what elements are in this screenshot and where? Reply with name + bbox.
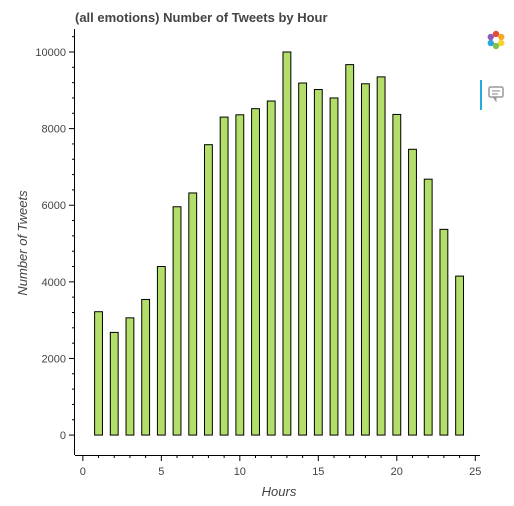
- bar-hour-17: [345, 64, 355, 436]
- bar-hour-3: [125, 317, 135, 436]
- bar-hour-23: [439, 228, 449, 436]
- y-tick-label: 2000: [42, 353, 66, 365]
- bar-hour-16: [329, 97, 339, 436]
- bar-hour-9: [219, 116, 229, 436]
- chart-toolbar: [478, 26, 514, 110]
- bar-hour-10: [235, 114, 245, 436]
- bar-hour-5: [156, 266, 166, 436]
- x-axis-label: Hours: [262, 484, 297, 499]
- x-tick-label: 20: [391, 466, 403, 478]
- bokeh-logo-icon[interactable]: [486, 30, 506, 50]
- bar-hour-1: [94, 311, 103, 436]
- bar-hour-6: [172, 206, 182, 436]
- bar-hour-7: [188, 192, 198, 436]
- y-tick-label: 4000: [42, 277, 66, 289]
- y-tick-label: 8000: [42, 124, 66, 136]
- bar-hour-11: [251, 108, 260, 436]
- bar-hour-18: [360, 83, 370, 436]
- bar-hour-22: [423, 178, 433, 436]
- x-tick-label: 10: [234, 466, 246, 478]
- toolbar-active-indicator: [480, 80, 482, 110]
- bar-hour-2: [109, 331, 119, 436]
- bar-hour-8: [204, 144, 213, 436]
- y-tick-label: 10000: [35, 47, 66, 59]
- bar-hour-24: [455, 275, 465, 436]
- bar-hour-19: [376, 76, 386, 436]
- bar-hour-14: [298, 82, 308, 436]
- y-tick-label: 6000: [42, 200, 66, 212]
- x-tick-label: 25: [469, 466, 481, 478]
- x-tick-label: 5: [158, 466, 164, 478]
- x-tick-label: 15: [312, 466, 324, 478]
- hover-tool-icon[interactable]: [486, 84, 506, 104]
- bar-hour-20: [392, 113, 402, 436]
- x-tick-label: 0: [80, 466, 86, 478]
- y-axis-label: Number of Tweets: [15, 190, 30, 296]
- y-tick-label: 0: [60, 430, 66, 442]
- bar-hour-13: [282, 51, 292, 436]
- chart-title: (all emotions) Number of Tweets by Hour: [75, 10, 328, 25]
- bar-hour-21: [408, 148, 417, 436]
- x-axis: 0 5 10 15 20 25: [75, 455, 481, 478]
- bar-hour-4: [141, 298, 151, 436]
- y-axis: 0 2000 4000 6000 8000 10000: [35, 29, 75, 455]
- bar-hour-15: [313, 89, 323, 436]
- bars-group: [94, 51, 465, 436]
- bar-hour-12: [266, 100, 276, 436]
